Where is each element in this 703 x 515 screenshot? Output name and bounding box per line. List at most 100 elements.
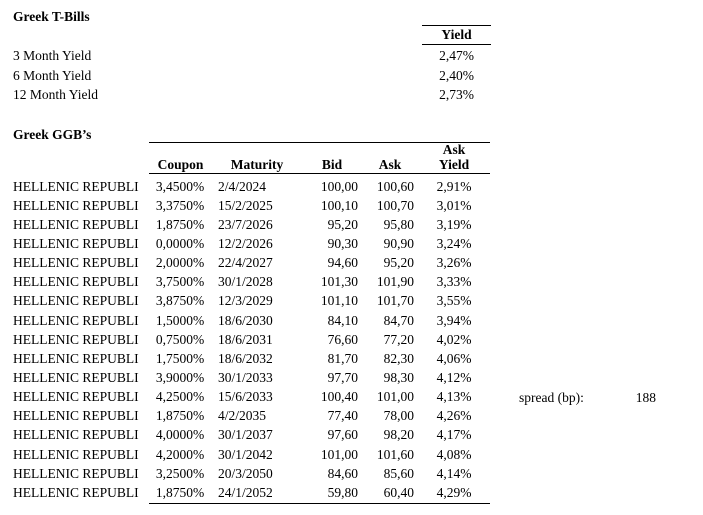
cell-coupon: 3,3750% — [155, 197, 205, 213]
cell-ask: 95,80 — [383, 216, 414, 232]
cell-ask-yield: 4,06% — [436, 350, 472, 366]
cell-ask-yield: 3,94% — [436, 312, 472, 328]
cell-ask-yield: 4,17% — [436, 427, 472, 443]
ggb-table-row: HELLENIC REPUBLI 3,7500% 30/1/2028 101,3… — [0, 273, 703, 292]
cell-coupon: 4,0000% — [155, 427, 205, 443]
cell-coupon: 1,7500% — [155, 350, 205, 366]
cell-ask: 78,00 — [383, 408, 414, 424]
tbills-rows: 3 Month Yield 2,47% 6 Month Yield 2,40% … — [0, 46, 703, 105]
cell-ask-yield: 3,19% — [436, 216, 472, 232]
ggb-table-bottom-rule — [149, 503, 490, 504]
cell-maturity: 20/3/2050 — [218, 465, 273, 481]
cell-bid: 94,60 — [327, 255, 358, 271]
cell-bid: 77,40 — [327, 408, 358, 424]
cell-maturity: 4/2/2035 — [218, 408, 267, 424]
cell-ask-yield: 4,13% — [436, 389, 472, 405]
cell-ask: 101,90 — [376, 274, 414, 290]
cell-ask-yield: 4,26% — [436, 408, 472, 424]
tbill-row-label: 3 Month Yield — [13, 47, 92, 63]
tbill-row-value: 2,40% — [439, 67, 474, 83]
cell-coupon: 1,5000% — [155, 312, 205, 328]
cell-bid: 97,60 — [327, 427, 358, 443]
header-ask: Ask — [378, 157, 402, 173]
ggb-section-title: Greek GGB’s — [13, 127, 92, 142]
cell-maturity: 12/2/2026 — [218, 235, 273, 251]
cell-issuer-name: HELLENIC REPUBLI — [13, 408, 139, 424]
cell-bid: 84,10 — [327, 312, 358, 328]
cell-maturity: 15/6/2033 — [218, 389, 273, 405]
cell-bid: 100,40 — [320, 389, 358, 405]
cell-ask-yield: 4,14% — [436, 465, 472, 481]
cell-maturity: 23/7/2026 — [218, 216, 273, 232]
cell-bid: 101,10 — [320, 293, 358, 309]
cell-bid: 100,00 — [320, 178, 358, 194]
cell-issuer-name: HELLENIC REPUBLI — [13, 427, 139, 443]
cell-maturity: 18/6/2030 — [218, 312, 273, 328]
cell-bid: 100,10 — [320, 197, 358, 213]
tbill-row-label: 12 Month Yield — [13, 87, 99, 103]
ggb-header-line-2: Coupon Maturity Bid Ask Yield — [149, 157, 490, 174]
ggb-table-row: HELLENIC REPUBLI 4,2000% 30/1/2042 101,0… — [0, 445, 703, 464]
cell-maturity: 22/4/2027 — [218, 255, 273, 271]
cell-coupon: 3,4500% — [155, 178, 205, 194]
ggb-table-row: HELLENIC REPUBLI 3,3750% 15/2/2025 100,1… — [0, 196, 703, 215]
cell-bid: 97,70 — [327, 369, 358, 385]
header-bid: Bid — [321, 157, 343, 173]
cell-maturity: 2/4/2024 — [218, 178, 267, 194]
spread-label: spread (bp): — [519, 389, 584, 405]
cell-coupon: 3,9000% — [155, 369, 205, 385]
cell-ask: 101,60 — [376, 446, 414, 462]
cell-coupon: 3,8750% — [155, 293, 205, 309]
cell-maturity: 24/1/2052 — [218, 484, 273, 500]
cell-ask-yield: 3,26% — [436, 255, 472, 271]
tbills-yield-column-header: Yield — [422, 25, 491, 45]
ggb-table-row: HELLENIC REPUBLI 4,0000% 30/1/2037 97,60… — [0, 426, 703, 445]
cell-coupon: 1,8750% — [155, 408, 205, 424]
cell-ask: 77,20 — [383, 331, 414, 347]
cell-coupon: 2,0000% — [155, 255, 205, 271]
ggb-table-row: HELLENIC REPUBLI 3,9000% 30/1/2033 97,70… — [0, 368, 703, 387]
tbill-row-value: 2,73% — [439, 87, 474, 103]
cell-ask: 60,40 — [383, 484, 414, 500]
cell-issuer-name: HELLENIC REPUBLI — [13, 465, 139, 481]
cell-maturity: 30/1/2042 — [218, 446, 273, 462]
cell-ask-yield: 3,55% — [436, 293, 472, 309]
cell-ask-yield: 3,01% — [436, 197, 472, 213]
cell-issuer-name: HELLENIC REPUBLI — [13, 350, 139, 366]
ggb-table-row: HELLENIC REPUBLI 3,8750% 12/3/2029 101,1… — [0, 292, 703, 311]
cell-coupon: 3,7500% — [155, 274, 205, 290]
cell-issuer-name: HELLENIC REPUBLI — [13, 197, 139, 213]
cell-issuer-name: HELLENIC REPUBLI — [13, 312, 139, 328]
header-coupon: Coupon — [157, 157, 204, 173]
cell-ask-yield: 3,33% — [436, 274, 472, 290]
cell-bid: 59,80 — [327, 484, 358, 500]
cell-issuer-name: HELLENIC REPUBLI — [13, 446, 139, 462]
cell-issuer-name: HELLENIC REPUBLI — [13, 255, 139, 271]
cell-issuer-name: HELLENIC REPUBLI — [13, 178, 139, 194]
ggb-table-row: HELLENIC REPUBLI 3,4500% 2/4/2024 100,00… — [0, 177, 703, 196]
ggb-header-line-1: Ask — [149, 142, 490, 158]
cell-bid: 76,60 — [327, 331, 358, 347]
cell-ask: 95,20 — [383, 255, 414, 271]
cell-ask-yield: 4,08% — [436, 446, 472, 462]
cell-issuer-name: HELLENIC REPUBLI — [13, 274, 139, 290]
ggb-table-row: HELLENIC REPUBLI 1,8750% 24/1/2052 59,80… — [0, 483, 703, 502]
ggb-table-header: Ask Coupon Maturity Bid Ask Yield — [149, 142, 490, 174]
cell-ask-yield: 2,91% — [436, 178, 472, 194]
ggb-table-row: HELLENIC REPUBLI 1,8750% 23/7/2026 95,20… — [0, 215, 703, 234]
cell-ask: 101,00 — [376, 389, 414, 405]
cell-coupon: 0,7500% — [155, 331, 205, 347]
cell-issuer-name: HELLENIC REPUBLI — [13, 389, 139, 405]
spread-value: 188 — [635, 389, 656, 405]
cell-issuer-name: HELLENIC REPUBLI — [13, 293, 139, 309]
cell-coupon: 3,2500% — [155, 465, 205, 481]
cell-ask: 101,70 — [376, 293, 414, 309]
cell-issuer-name: HELLENIC REPUBLI — [13, 216, 139, 232]
cell-ask-yield: 3,24% — [436, 235, 472, 251]
cell-bid: 90,30 — [327, 235, 358, 251]
cell-coupon: 1,8750% — [155, 484, 205, 500]
header-ask-yield-line1: Ask — [442, 142, 466, 158]
ggb-table-row: HELLENIC REPUBLI 2,0000% 22/4/2027 94,60… — [0, 254, 703, 273]
cell-issuer-name: HELLENIC REPUBLI — [13, 331, 139, 347]
